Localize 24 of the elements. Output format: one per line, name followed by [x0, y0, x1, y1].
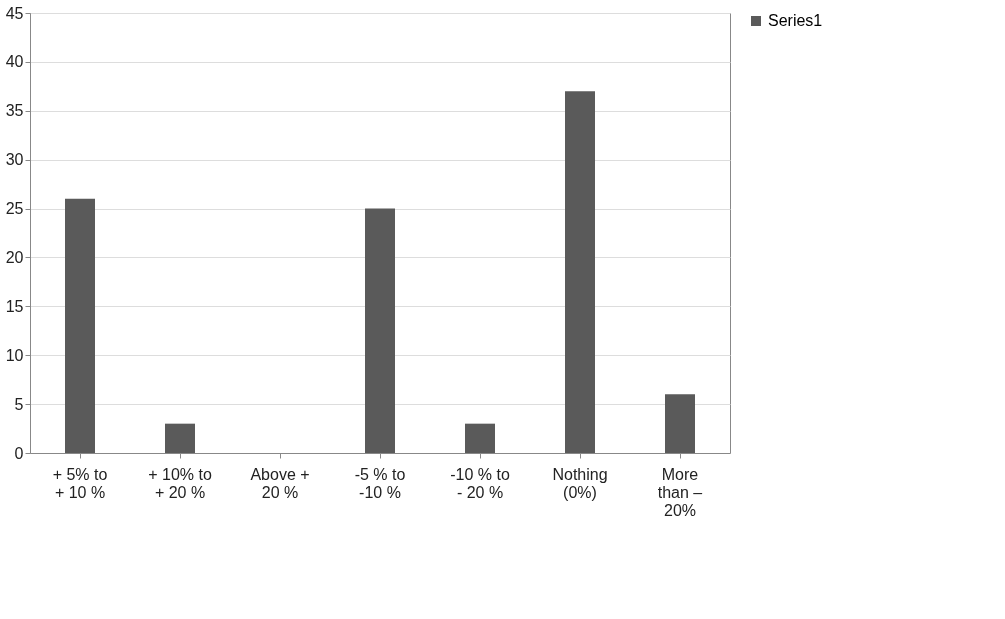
x-tick-label: Above + 20 % [250, 465, 310, 501]
x-tick-label: Nothing (0%) [552, 465, 608, 501]
y-tick-label: 40 [5, 53, 24, 71]
bar [165, 423, 195, 453]
y-tick-label: 15 [5, 297, 24, 315]
x-tick-label: More than – 20% [657, 465, 703, 519]
y-tick-label: 20 [5, 248, 24, 266]
y-tick-label: 5 [14, 395, 24, 413]
bar [465, 423, 495, 453]
bar [665, 394, 695, 453]
bar [565, 91, 595, 453]
x-tick-label: -5 % to -10 % [354, 465, 406, 501]
bar [65, 198, 95, 453]
legend-label: Series1 [768, 12, 823, 29]
y-tick-label: 25 [5, 200, 24, 218]
y-tick-label: 35 [5, 102, 24, 120]
x-tick-label: + 5% to + 10 % [52, 465, 108, 501]
y-tick-label: 30 [5, 151, 24, 169]
y-tick-label: 45 [5, 4, 24, 22]
x-tick-label: + 10% to + 20 % [148, 465, 212, 501]
bar [365, 208, 395, 453]
y-tick-label: 0 [14, 444, 24, 462]
x-tick-label: -10 % to - 20 % [450, 465, 510, 501]
y-tick-label: 10 [5, 346, 24, 364]
